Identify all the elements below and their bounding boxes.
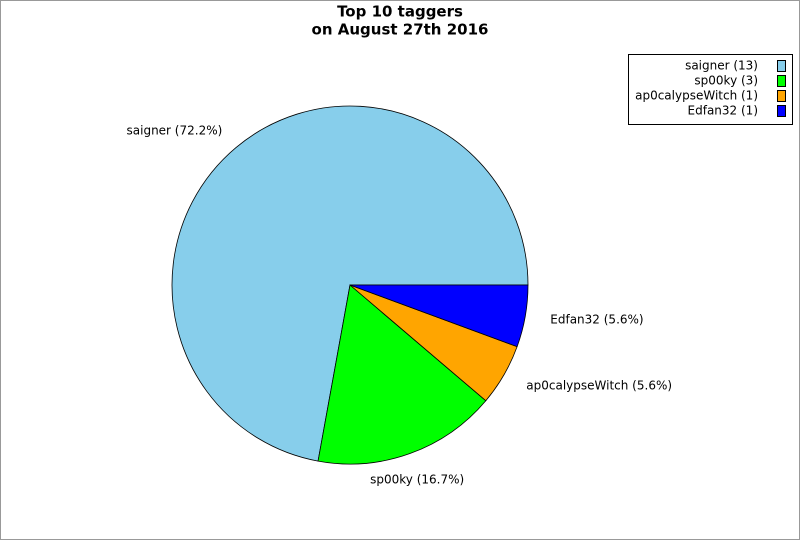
legend-label: sp00ky (3) [694,74,758,88]
slice-label: saigner (72.2%) [127,124,223,138]
legend-swatch [777,60,786,72]
legend-label: saigner (13) [685,59,758,73]
pie-slice [349,284,529,348]
legend-swatch [777,90,786,102]
slice-label: sp00ky (16.7%) [370,472,464,486]
legend-swatch [777,105,786,117]
pie-slice [171,105,529,462]
slice-label: ap0calypseWitch (5.6%) [526,378,672,392]
slice-label: Edfan32 (5.6%) [550,313,643,327]
legend-label: Edfan32 (1) [688,104,758,118]
legend-label: ap0calypseWitch (1) [635,89,758,103]
legend-box [628,54,793,125]
chart-title: Top 10 taggers [337,3,463,21]
pie-slice [317,284,487,465]
legend-swatch [777,75,786,87]
chart-subtitle: on August 27th 2016 [312,21,489,39]
